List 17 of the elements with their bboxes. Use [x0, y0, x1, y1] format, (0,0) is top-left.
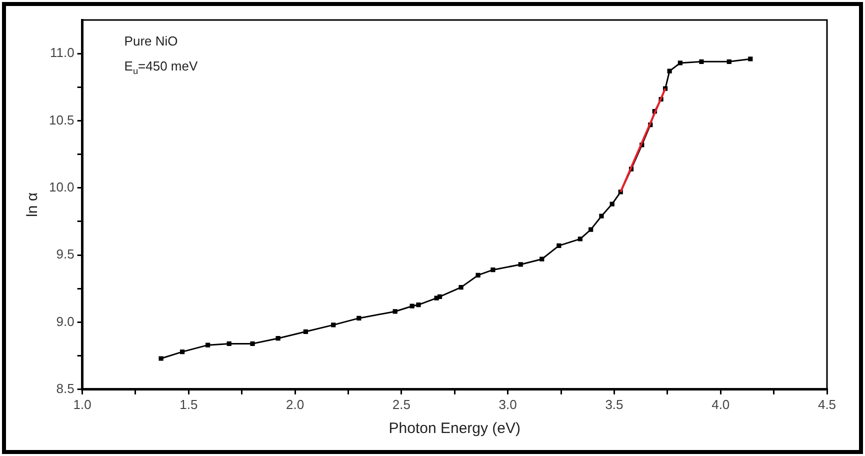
y-tick-label: 11.0 — [50, 45, 74, 60]
x-tick-label: 1.5 — [180, 396, 198, 412]
x-tick-label: 4.5 — [818, 396, 836, 412]
x-tick-label: 3.5 — [605, 396, 624, 412]
annotation: Pure NiO — [124, 34, 178, 49]
y-tick-label: 10.0 — [48, 179, 74, 194]
x-tick-label: 2.0 — [286, 396, 304, 412]
x-tick-label: 1.0 — [73, 396, 92, 412]
y-tick-label: 9.0 — [56, 314, 74, 329]
x-tick-label: 2.5 — [392, 396, 410, 412]
x-axis-title: Photon Energy (eV) — [388, 420, 521, 438]
y-tick-label: 8.5 — [56, 380, 74, 396]
y-axis-title: ln α — [24, 192, 42, 217]
y-tick-label: 10.5 — [48, 112, 74, 128]
x-tick-label: 4.0 — [712, 396, 730, 412]
y-tick-label: 9.5 — [56, 246, 74, 262]
x-tick-label: 3.0 — [498, 396, 517, 412]
